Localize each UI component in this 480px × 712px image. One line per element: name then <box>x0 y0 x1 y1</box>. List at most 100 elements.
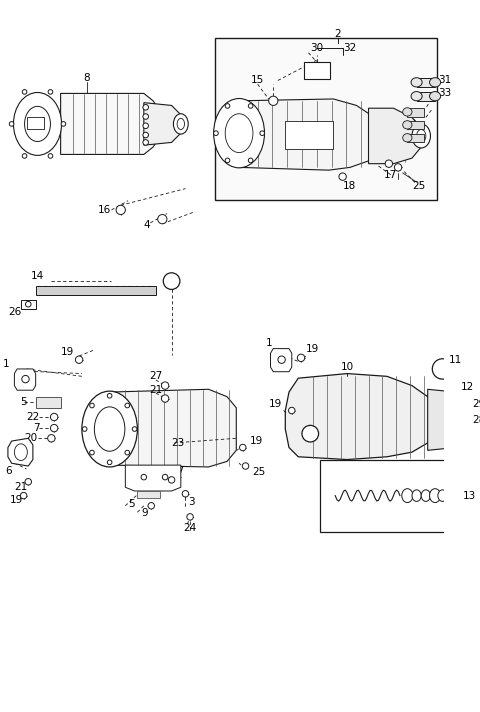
Ellipse shape <box>461 407 468 414</box>
Ellipse shape <box>242 463 249 469</box>
Text: 3: 3 <box>189 497 195 507</box>
Ellipse shape <box>411 92 422 101</box>
Ellipse shape <box>173 114 188 134</box>
Ellipse shape <box>22 375 29 383</box>
Text: 32: 32 <box>343 43 357 53</box>
Ellipse shape <box>403 108 412 116</box>
Ellipse shape <box>278 356 285 363</box>
Ellipse shape <box>50 414 58 421</box>
Ellipse shape <box>50 424 58 431</box>
Ellipse shape <box>187 513 193 520</box>
Ellipse shape <box>158 214 167 224</box>
Polygon shape <box>109 389 236 467</box>
Ellipse shape <box>432 359 453 379</box>
Ellipse shape <box>395 164 402 171</box>
Text: 16: 16 <box>97 205 111 215</box>
Text: 5: 5 <box>129 499 135 509</box>
Polygon shape <box>137 491 159 498</box>
Polygon shape <box>125 465 181 491</box>
Ellipse shape <box>20 493 27 499</box>
Text: 8: 8 <box>83 73 90 83</box>
Text: 26: 26 <box>8 307 21 317</box>
Text: 18: 18 <box>343 181 356 191</box>
Ellipse shape <box>403 134 412 142</box>
Polygon shape <box>60 93 159 155</box>
Ellipse shape <box>412 124 431 148</box>
Ellipse shape <box>162 474 168 480</box>
Text: 6: 6 <box>5 466 12 476</box>
Ellipse shape <box>116 205 125 214</box>
Ellipse shape <box>22 90 27 94</box>
Polygon shape <box>271 349 292 372</box>
Ellipse shape <box>430 488 441 503</box>
Text: 33: 33 <box>438 88 451 98</box>
Ellipse shape <box>421 490 431 501</box>
Ellipse shape <box>22 154 27 158</box>
Text: 12: 12 <box>461 382 474 392</box>
Text: 1: 1 <box>3 360 10 370</box>
Text: 2: 2 <box>335 29 341 39</box>
Text: 4: 4 <box>144 220 150 230</box>
Ellipse shape <box>90 450 94 455</box>
Text: 19: 19 <box>250 436 264 446</box>
Text: 9: 9 <box>142 508 148 518</box>
Polygon shape <box>21 300 36 309</box>
Ellipse shape <box>430 78 441 87</box>
Ellipse shape <box>297 354 305 362</box>
Ellipse shape <box>461 421 468 428</box>
Ellipse shape <box>402 488 413 503</box>
Text: 13: 13 <box>463 491 476 501</box>
Ellipse shape <box>430 92 441 101</box>
Text: 19: 19 <box>60 347 74 357</box>
Text: 19: 19 <box>306 344 319 354</box>
Ellipse shape <box>182 491 189 497</box>
Polygon shape <box>369 108 421 164</box>
Ellipse shape <box>108 460 112 465</box>
Ellipse shape <box>269 96 278 105</box>
Polygon shape <box>417 78 435 87</box>
Ellipse shape <box>214 98 264 168</box>
Ellipse shape <box>403 121 412 129</box>
Ellipse shape <box>143 114 148 120</box>
Polygon shape <box>408 108 424 117</box>
Text: 25: 25 <box>412 181 425 191</box>
Ellipse shape <box>25 478 32 485</box>
Text: 29: 29 <box>472 399 480 409</box>
Ellipse shape <box>260 131 264 135</box>
Text: 21: 21 <box>149 385 162 395</box>
Ellipse shape <box>61 122 66 126</box>
Text: 25: 25 <box>252 468 265 478</box>
Ellipse shape <box>48 154 53 158</box>
Ellipse shape <box>411 78 422 87</box>
Ellipse shape <box>143 132 148 138</box>
Ellipse shape <box>161 382 169 389</box>
Ellipse shape <box>163 273 180 290</box>
Text: 11: 11 <box>449 355 462 365</box>
Polygon shape <box>285 374 433 459</box>
Text: 5: 5 <box>20 397 27 407</box>
Ellipse shape <box>82 391 137 467</box>
Text: 20: 20 <box>24 434 37 444</box>
Ellipse shape <box>90 403 94 408</box>
Text: 17: 17 <box>384 169 397 179</box>
Ellipse shape <box>225 104 230 108</box>
Ellipse shape <box>75 356 83 363</box>
Ellipse shape <box>412 490 421 501</box>
Ellipse shape <box>248 158 253 163</box>
Ellipse shape <box>9 122 14 126</box>
Ellipse shape <box>143 140 148 145</box>
Ellipse shape <box>48 434 55 442</box>
Polygon shape <box>36 286 156 295</box>
Ellipse shape <box>240 444 246 451</box>
Ellipse shape <box>385 160 393 167</box>
Text: 21: 21 <box>14 482 28 492</box>
Ellipse shape <box>125 450 130 455</box>
Ellipse shape <box>339 173 347 180</box>
Ellipse shape <box>143 123 148 129</box>
Text: 1: 1 <box>265 338 272 348</box>
Text: 23: 23 <box>171 438 185 448</box>
Polygon shape <box>408 121 424 130</box>
Polygon shape <box>8 439 33 466</box>
Bar <box>320 459 456 532</box>
Polygon shape <box>408 134 424 142</box>
